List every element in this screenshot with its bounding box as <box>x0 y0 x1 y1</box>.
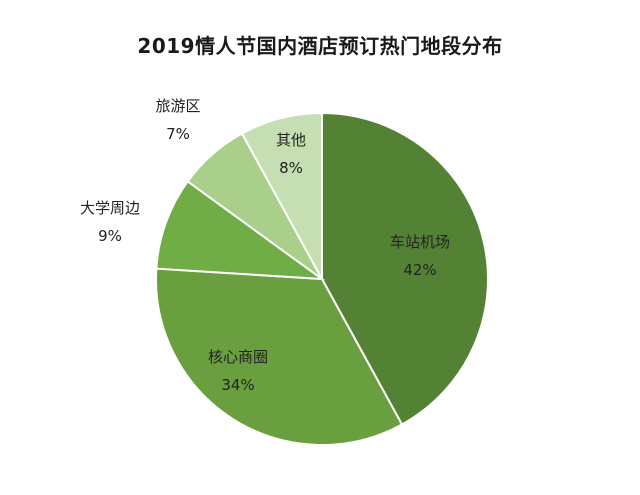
slice-value-3: 7% <box>166 125 190 143</box>
slice-label-0: 车站机场 <box>390 233 450 251</box>
chart-title: 2019情人节国内酒店预订热门地段分布 <box>137 34 503 58</box>
slice-label-4: 其他 <box>276 131 306 149</box>
slice-value-4: 8% <box>279 159 303 177</box>
pie-slice-4 <box>240 111 323 280</box>
slice-value-1: 34% <box>221 376 254 394</box>
pie-slice-1 <box>155 267 404 446</box>
slice-label-3: 旅游区 <box>155 97 200 115</box>
slice-label-1: 核心商圈 <box>208 348 268 366</box>
slice-value-2: 9% <box>98 227 122 245</box>
slice-label-2: 大学周边 <box>80 199 140 217</box>
slice-value-0: 42% <box>403 261 436 279</box>
pie-slice-0 <box>321 111 489 426</box>
pie-slice-2 <box>155 180 326 281</box>
